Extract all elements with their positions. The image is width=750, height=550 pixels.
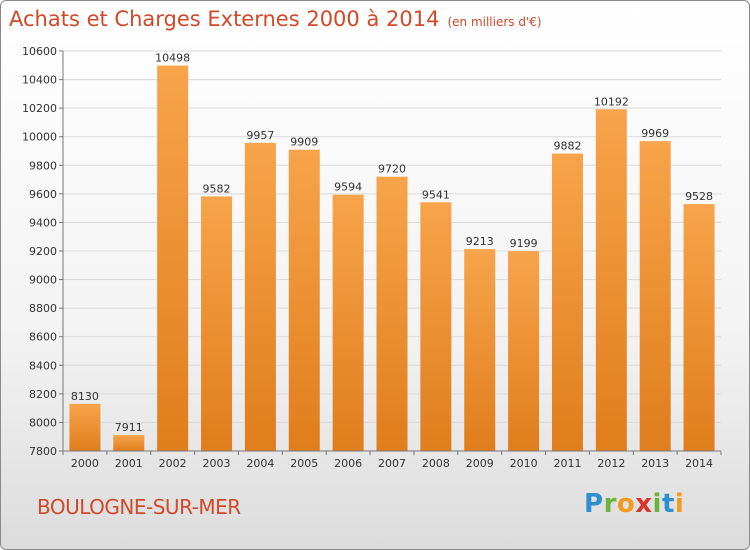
bar-value-label: 9969 (641, 127, 669, 140)
bar-value-label: 9720 (378, 163, 406, 176)
x-tick-label: 2011 (553, 457, 581, 470)
bar-value-label: 9213 (466, 235, 494, 248)
chart-title-block: Achats et Charges Externes 2000 à 2014 (e… (9, 7, 542, 31)
y-tick-label: 9600 (29, 188, 57, 201)
x-tick-label: 2002 (159, 457, 187, 470)
bar (113, 435, 145, 451)
bar-value-label: 9882 (553, 140, 581, 153)
bar (420, 202, 452, 451)
y-tick-label: 10600 (22, 45, 57, 58)
x-tick-label: 2000 (71, 457, 99, 470)
y-tick-label: 8000 (29, 416, 57, 429)
y-tick-label: 8600 (29, 331, 57, 344)
y-tick-label: 9800 (29, 159, 57, 172)
bar-value-label: 9909 (290, 136, 318, 149)
bar (376, 176, 408, 451)
x-tick-label: 2005 (290, 457, 318, 470)
y-tick-label: 8400 (29, 359, 57, 372)
y-tick-label: 10000 (22, 131, 57, 144)
x-tick-label: 2004 (246, 457, 274, 470)
y-tick-label: 10400 (22, 74, 57, 87)
bar (332, 194, 364, 451)
y-tick-label: 8800 (29, 302, 57, 315)
bar (69, 403, 101, 451)
bar-value-label: 8130 (71, 390, 99, 403)
city-name: BOULOGNE-SUR-MER (37, 495, 241, 519)
chart-title: Achats et Charges Externes 2000 à 2014 (9, 7, 440, 31)
x-tick-label: 2010 (510, 457, 538, 470)
bar (201, 196, 233, 451)
bar-value-label: 9199 (510, 237, 538, 250)
bar (551, 153, 583, 452)
x-tick-label: 2008 (422, 457, 450, 470)
bar (639, 141, 671, 451)
x-tick-label: 2006 (334, 457, 362, 470)
y-tick-label: 10200 (22, 102, 57, 115)
bar-value-label: 9957 (246, 129, 274, 142)
bar (683, 204, 715, 451)
proxiti-logo: Proxiti (584, 489, 685, 519)
x-tick-label: 2014 (685, 457, 713, 470)
bar (244, 142, 276, 451)
y-tick-label: 9200 (29, 245, 57, 258)
x-tick-label: 2001 (115, 457, 143, 470)
x-tick-label: 2013 (641, 457, 669, 470)
y-tick-label: 9000 (29, 274, 57, 287)
bar (157, 65, 189, 452)
x-tick-label: 2009 (466, 457, 494, 470)
x-tick-label: 2007 (378, 457, 406, 470)
y-tick-label: 8200 (29, 388, 57, 401)
x-tick-label: 2012 (597, 457, 625, 470)
bar-value-label: 9528 (685, 190, 713, 203)
chart-unit: (en milliers d'€) (447, 15, 542, 29)
bar-value-label: 9594 (334, 181, 362, 194)
bar (508, 251, 540, 451)
bar (464, 249, 496, 451)
bar-value-label: 10192 (594, 95, 629, 108)
bar-value-label: 9582 (203, 182, 231, 195)
bar (595, 109, 627, 452)
bar-value-label: 10498 (155, 52, 190, 65)
y-tick-label: 9400 (29, 216, 57, 229)
x-tick-label: 2003 (203, 457, 231, 470)
bar (288, 149, 320, 451)
y-tick-label: 7800 (29, 445, 57, 458)
bar-value-label: 7911 (115, 421, 143, 434)
bar-value-label: 9541 (422, 188, 450, 201)
